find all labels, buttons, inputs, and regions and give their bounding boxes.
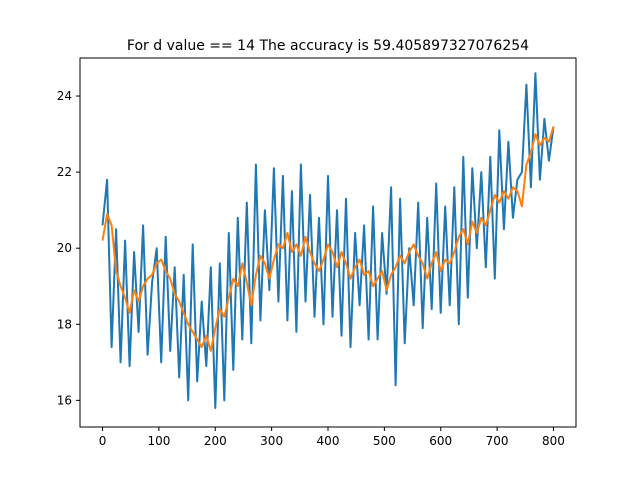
y-tick-label: 22 (57, 165, 72, 179)
x-tick-label: 300 (260, 434, 283, 448)
x-tick-label: 400 (317, 434, 340, 448)
x-tick-label: 500 (373, 434, 396, 448)
x-tick-label: 200 (204, 434, 227, 448)
y-tick-label: 24 (57, 89, 72, 103)
x-axis: 0 100 200 300 400 500 600 700 800 (99, 427, 565, 448)
plot-frame (79, 57, 577, 428)
chart-title: For d value == 14 The accuracy is 59.405… (127, 38, 529, 54)
x-tick-label: 800 (542, 434, 565, 448)
y-tick-label: 16 (57, 393, 72, 407)
y-tick-label: 20 (57, 241, 72, 255)
y-axis: 16 18 20 22 24 (57, 89, 80, 407)
x-tick-label: 600 (429, 434, 452, 448)
series-layer (101, 72, 555, 409)
x-tick-label: 700 (486, 434, 509, 448)
x-tick-label: 100 (147, 434, 170, 448)
series-line-2 (101, 126, 555, 352)
x-tick-label: 0 (99, 434, 107, 448)
y-tick-label: 18 (57, 317, 72, 331)
series-line-1 (101, 72, 555, 409)
